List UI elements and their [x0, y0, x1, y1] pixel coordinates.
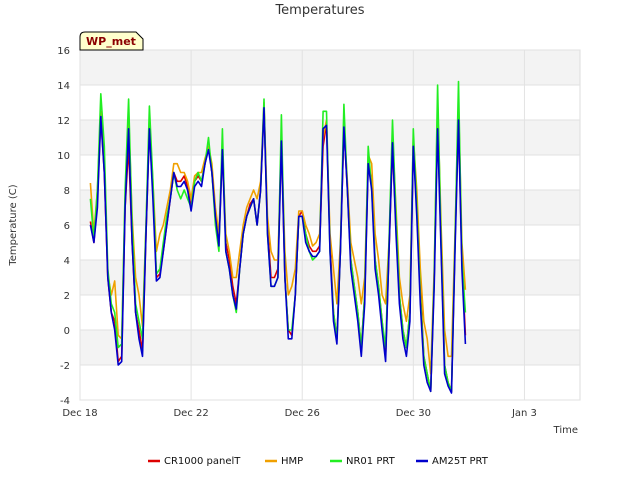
x-tick-label: Dec 26	[285, 408, 320, 419]
y-axis: -4 -2 0 2 4 6 8 10 12 14 16	[57, 46, 70, 407]
y-tick-label: 10	[57, 151, 70, 162]
station-badge: WP_met	[79, 31, 144, 51]
legend: CR1000 panelT HMP NR01 PRT AM25T PRT	[148, 456, 489, 467]
station-badge-label: WP_met	[86, 35, 136, 48]
legend-entry: AM25T PRT	[432, 456, 489, 467]
x-axis-label: Time	[553, 425, 578, 436]
y-tick-label: 2	[64, 291, 70, 302]
x-tick-label: Dec 22	[173, 408, 208, 419]
y-tick-label: -4	[60, 396, 70, 407]
legend-entry: HMP	[281, 456, 303, 467]
x-tick-label: Jan 3	[511, 408, 537, 419]
plot-band	[80, 330, 580, 365]
chart-title: Temperatures	[274, 3, 364, 18]
y-tick-label: 14	[57, 81, 70, 92]
y-tick-label: 4	[64, 256, 70, 267]
plot-band	[80, 120, 580, 155]
legend-entry: NR01 PRT	[346, 456, 396, 467]
y-tick-label: 0	[64, 326, 70, 337]
y-tick-label: -2	[60, 361, 70, 372]
x-tick-label: Dec 18	[62, 408, 97, 419]
station-badge-box	[79, 31, 144, 51]
series-lines	[89, 80, 467, 394]
x-tick-label: Dec 30	[396, 408, 431, 419]
x-axis: Dec 18 Dec 22 Dec 26 Dec 30 Jan 3	[62, 408, 537, 419]
y-tick-label: 16	[57, 46, 70, 57]
legend-entry: CR1000 panelT	[164, 456, 241, 467]
plot-area	[79, 49, 581, 401]
y-axis-label: Temperature (C)	[8, 184, 19, 266]
y-tick-label: 6	[64, 221, 70, 232]
plot-band	[80, 50, 580, 85]
y-tick-label: 12	[57, 116, 70, 127]
series-line	[89, 107, 467, 394]
y-tick-label: 8	[64, 186, 70, 197]
